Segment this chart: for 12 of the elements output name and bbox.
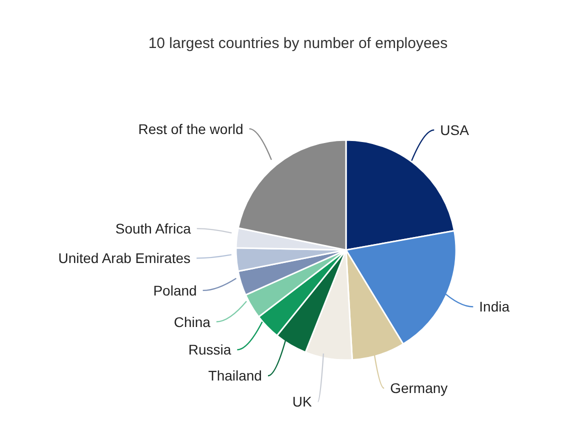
slice-label: USA [440,122,470,138]
slice-label: UK [292,394,313,410]
slice-label: Thailand [208,368,262,384]
slice-label: Poland [153,282,197,298]
slice-label: Germany [390,380,448,396]
slice-label: Rest of the world [138,120,244,137]
slice-label: China [174,314,211,330]
slice-label: India [479,298,510,315]
slice-label: United Arab Emirates [58,250,191,266]
slice-label: Russia [188,342,232,358]
slice-label: South Africa [115,220,192,237]
chart-title: 10 largest countries by number of employees [148,35,448,52]
